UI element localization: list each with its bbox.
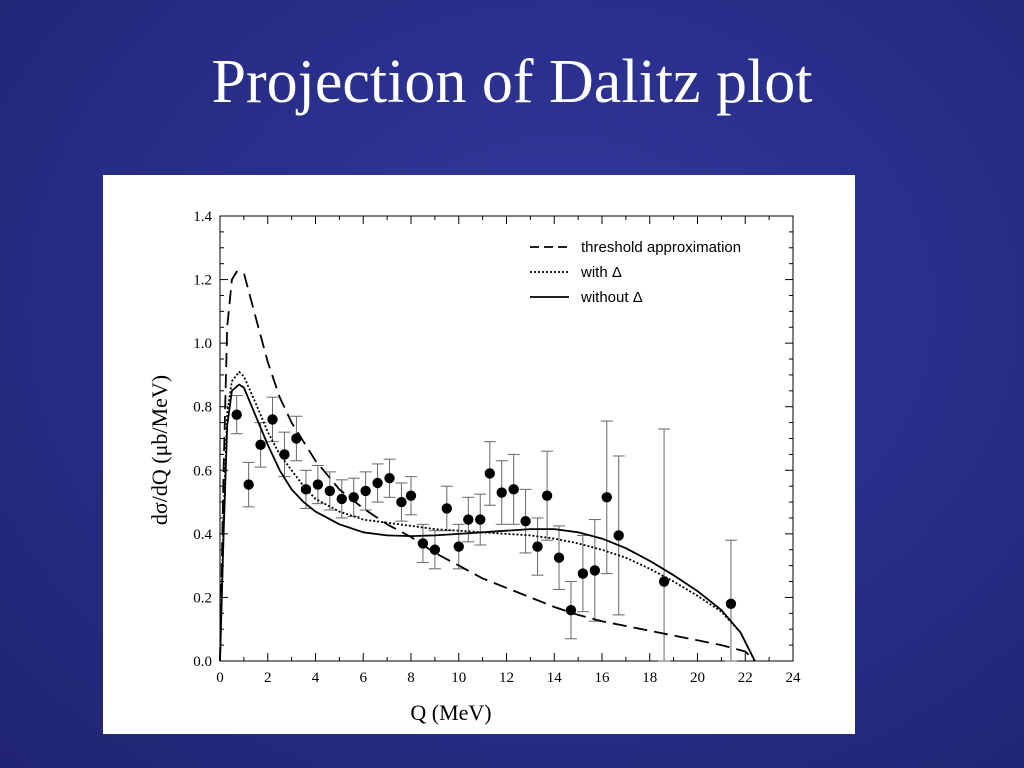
slide-title: Projection of Dalitz plot bbox=[211, 48, 813, 116]
x-tick-label: 6 bbox=[360, 670, 368, 686]
data-point bbox=[279, 449, 290, 460]
x-tick-label: 14 bbox=[547, 670, 563, 686]
data-point bbox=[312, 479, 324, 490]
data-point bbox=[429, 544, 441, 555]
legend-label: without Δ bbox=[580, 289, 643, 306]
curve-dotted bbox=[219, 370, 756, 662]
data-point bbox=[372, 477, 383, 489]
data-point bbox=[613, 530, 624, 541]
data-point bbox=[267, 414, 278, 425]
legend-label: threshold approximation bbox=[581, 239, 741, 256]
data-point bbox=[565, 604, 577, 616]
x-tick-label: 10 bbox=[451, 670, 466, 686]
data-point bbox=[255, 439, 266, 451]
x-tick-label: 8 bbox=[407, 670, 415, 686]
plot-frame bbox=[219, 215, 794, 662]
y-tick-label: 1.0 bbox=[193, 336, 212, 352]
curve-dashed bbox=[219, 270, 756, 662]
data-point bbox=[405, 490, 417, 501]
x-tick-label: 2 bbox=[264, 670, 272, 686]
data-point bbox=[601, 492, 612, 503]
plot-border bbox=[219, 215, 794, 662]
model-curves bbox=[219, 270, 756, 662]
y-tick-label: 0.6 bbox=[193, 463, 212, 479]
x-tick-label: 20 bbox=[690, 670, 705, 686]
legend: threshold approximation with Δ without Δ bbox=[530, 239, 741, 306]
x-tick-label: 24 bbox=[786, 670, 802, 686]
data-point bbox=[231, 409, 242, 420]
data-point bbox=[541, 490, 553, 501]
data-point bbox=[484, 468, 495, 479]
x-tick-label: 18 bbox=[642, 670, 657, 686]
x-tick-label: 0 bbox=[216, 670, 224, 686]
data-point bbox=[324, 485, 336, 497]
x-axis-title: Q (MeV) bbox=[410, 700, 491, 725]
data-point bbox=[553, 552, 565, 563]
data-point bbox=[508, 484, 519, 495]
data-point bbox=[384, 473, 395, 484]
data-points bbox=[231, 409, 737, 616]
axis-ticks: 0 2 4 6 8 10 12 14 16 18 20 22 240.00.20.40.60.81.01… bbox=[193, 209, 801, 686]
x-tick-label: 4 bbox=[312, 670, 320, 686]
data-point bbox=[520, 515, 531, 527]
data-point bbox=[417, 538, 429, 549]
x-tick-label: 22 bbox=[738, 670, 753, 686]
error-bars bbox=[230, 395, 737, 662]
x-tick-label: 12 bbox=[499, 670, 514, 686]
legend-label: with Δ bbox=[580, 264, 622, 281]
data-point bbox=[589, 565, 601, 576]
data-point bbox=[658, 576, 670, 587]
x-tick-label: 16 bbox=[595, 670, 611, 686]
data-point bbox=[243, 479, 254, 490]
chart-panel: 0 2 4 6 8 10 12 14 16 18 20 22 24 0.0 0.2 0.4 0.6 0.8 1.0 1… bbox=[103, 175, 855, 734]
data-point bbox=[300, 484, 312, 495]
data-point bbox=[532, 541, 543, 552]
data-point bbox=[463, 514, 474, 525]
y-tick-label: 0.2 bbox=[193, 590, 212, 606]
y-tick-label: 0.4 bbox=[193, 527, 212, 543]
data-point bbox=[453, 541, 464, 552]
data-point bbox=[577, 568, 589, 579]
y-tick-label: 1.4 bbox=[193, 209, 212, 225]
data-point bbox=[360, 485, 371, 497]
data-point bbox=[396, 496, 407, 508]
y-tick-label: 1.2 bbox=[193, 273, 212, 289]
chart-svg: 0 2 4 6 8 10 12 14 16 18 20 22 240.00.20.40.60.81.01… bbox=[147, 209, 801, 725]
data-point bbox=[336, 493, 347, 505]
data-point bbox=[291, 433, 302, 444]
y-tick-label: 0.0 bbox=[193, 654, 212, 670]
data-point bbox=[496, 487, 507, 498]
data-point bbox=[348, 492, 359, 503]
data-point bbox=[725, 598, 737, 609]
y-tick-label: 0.8 bbox=[193, 400, 212, 416]
y-axis-title: dσ/dQ (μb/MeV) bbox=[147, 375, 172, 525]
data-point bbox=[475, 514, 486, 525]
data-point bbox=[441, 503, 453, 514]
curve-solid bbox=[219, 383, 756, 662]
